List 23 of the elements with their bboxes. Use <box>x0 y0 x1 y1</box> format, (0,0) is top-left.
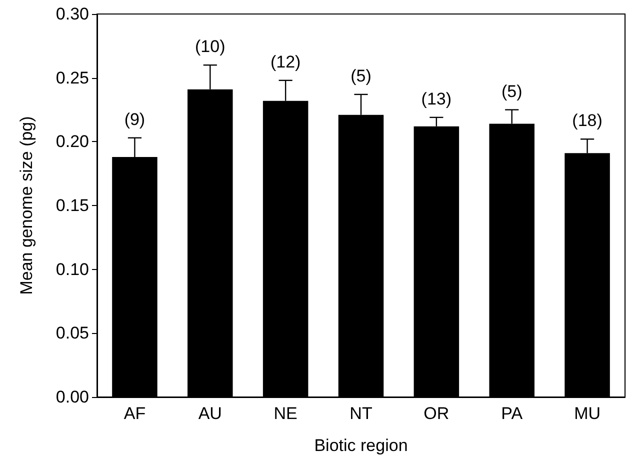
annotation: (13) <box>421 89 452 108</box>
y-tick-label: 0.05 <box>56 324 89 343</box>
annotation: (12) <box>270 52 301 72</box>
x-tick-label: AU <box>198 404 222 423</box>
annotation: (18) <box>572 111 602 130</box>
y-axis-title: Mean genome size (pg) <box>17 116 36 295</box>
y-tick-label: 0.00 <box>56 388 89 406</box>
x-tick-label: NT <box>350 404 372 423</box>
annotation: (5) <box>501 82 522 101</box>
y-tick-label: 0.30 <box>56 4 89 24</box>
x-tick-label: AF <box>124 404 146 423</box>
y-tick-label: 0.20 <box>56 132 89 152</box>
x-tick-label: NE <box>274 404 298 423</box>
y-tick-label: 0.25 <box>56 68 89 88</box>
x-tick-label: PA <box>501 404 524 423</box>
y-tick-label: 0.10 <box>56 260 89 279</box>
x-axis-title: Biotic region <box>314 436 408 455</box>
annotation: (5) <box>350 66 372 86</box>
x-tick-label: OR <box>424 404 450 423</box>
annotation: (9) <box>124 110 146 129</box>
annotation: (10) <box>195 37 226 56</box>
y-tick-label: 0.15 <box>56 196 89 215</box>
x-tick-label: MU <box>574 404 601 423</box>
